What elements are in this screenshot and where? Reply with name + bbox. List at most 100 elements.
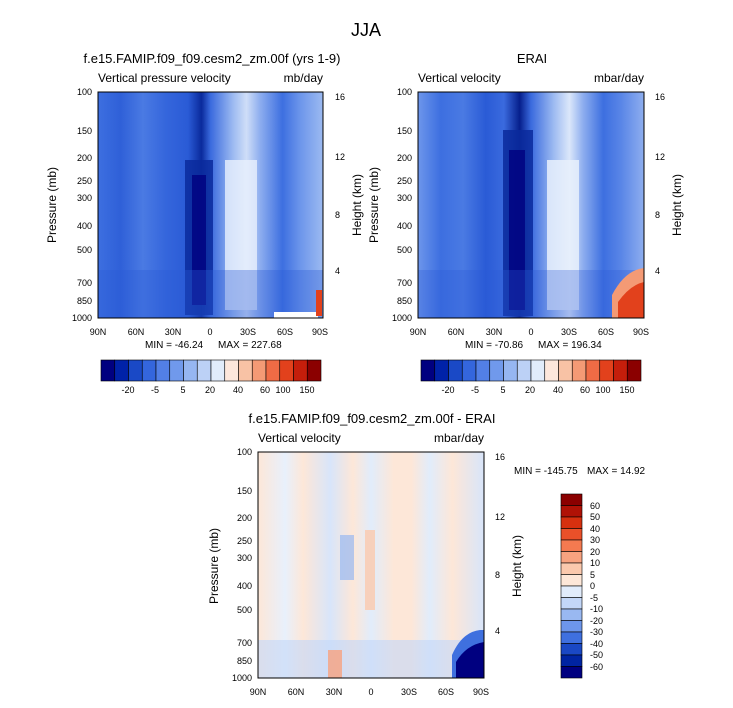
panel-model: f.e15.FAMIP.f09_f09.cesm2_zm.00f (yrs 1-… [45, 51, 364, 395]
colorbar-label: 100 [275, 385, 290, 395]
y-right-tick-label: 16 [335, 92, 345, 102]
colorbar-label: -60 [590, 662, 603, 672]
y-axis-label: Pressure (mb) [367, 167, 381, 243]
y-tick-label: 300 [237, 553, 252, 563]
colorbar-swatch [560, 528, 583, 541]
right-string: mbar/day [594, 71, 644, 85]
y-tick-label: 850 [237, 656, 252, 666]
y-tick-label: 250 [397, 176, 412, 186]
y-tick-label: 700 [237, 638, 252, 648]
colorbar-label: -20 [441, 385, 454, 395]
y-tick-label: 200 [397, 153, 412, 163]
y-axis-label: Pressure (mb) [207, 528, 221, 604]
colorbar-label: 100 [595, 385, 610, 395]
y-tick-label: 100 [237, 447, 252, 457]
plot-area [257, 451, 485, 679]
y-tick-label: 850 [77, 296, 92, 306]
x-tick-label: 0 [207, 327, 212, 337]
colorbar-swatch [306, 359, 322, 382]
field-feature [456, 642, 484, 678]
colorbar-swatch [560, 551, 583, 564]
colorbar-swatch [560, 505, 583, 518]
colorbar-swatch [224, 359, 239, 382]
x-tick-labels: 90N 60N 30N 0 30S 60S 90S [250, 687, 489, 697]
plot-area [97, 91, 324, 319]
colorbar-swatch [560, 620, 583, 633]
y-tick-label: 1000 [232, 673, 252, 683]
x-tick-label: 30N [486, 327, 503, 337]
y-right-tick-label: 4 [335, 266, 340, 276]
x-tick-label: 90N [250, 687, 267, 697]
field-feature [192, 175, 206, 305]
x-tick-label: 60S [438, 687, 454, 697]
colorbar-label: -10 [590, 604, 603, 614]
colorbar-swatch [544, 359, 559, 382]
y-axis-label-right: Height (km) [350, 174, 364, 236]
colorbar-label: 150 [619, 385, 634, 395]
colorbar-swatch [461, 359, 477, 382]
field-feature [316, 290, 322, 316]
colorbar-swatch [560, 539, 583, 552]
colorbar-swatch [503, 359, 518, 382]
field-feature [225, 160, 257, 310]
colorbar-label: 5 [500, 385, 505, 395]
y-tick-label: 400 [77, 221, 92, 231]
panel-erai: ERAI Vertical velocity mbar/day Pressure… [367, 51, 684, 395]
y-right-tick-label: 12 [495, 512, 505, 522]
colorbar-label: 60 [590, 501, 600, 511]
y-tick-label: 500 [237, 605, 252, 615]
colorbar-swatch [599, 359, 614, 382]
colorbar-swatch [560, 643, 583, 656]
colorbar-swatch [475, 359, 491, 382]
colorbar-label: 0 [590, 581, 595, 591]
colorbar-swatch [516, 359, 532, 382]
colorbar-label: -50 [590, 650, 603, 660]
colorbar-label: -30 [590, 627, 603, 637]
colorbar-swatch [560, 562, 583, 575]
colorbar-swatch [169, 359, 184, 382]
max-label: MAX = 196.34 [538, 340, 602, 351]
colorbar-label: 30 [590, 535, 600, 545]
plot-frame [257, 451, 485, 679]
x-tick-label: 30S [240, 327, 256, 337]
y-right-tick-label: 12 [335, 152, 345, 162]
y-tick-label: 700 [77, 278, 92, 288]
y-tick-label: 700 [397, 278, 412, 288]
max-label: MAX = 227.68 [218, 340, 282, 351]
y-tick-label: 1000 [72, 313, 92, 323]
left-string: Vertical velocity [258, 431, 341, 445]
colorbar-swatch [251, 359, 267, 382]
y-tick-label: 150 [77, 126, 92, 136]
y-tick-labels: 100 150 200 250 300 400 500 700 850 1000 [232, 447, 252, 683]
colorbar-swatch [448, 359, 463, 382]
field-feature [274, 312, 318, 318]
x-tick-labels: 90N 60N 30N 0 30S 60S 90S [90, 327, 328, 337]
colorbar-swatch [128, 359, 143, 382]
colorbar-label: 5 [590, 570, 595, 580]
colorbar-swatch [114, 359, 129, 382]
colorbar-label: -20 [121, 385, 134, 395]
field-feature [509, 150, 525, 310]
max-label: MAX = 14.92 [587, 466, 646, 477]
field-feature [618, 282, 644, 318]
y-right-tick-labels: 16 12 8 4 [655, 92, 665, 276]
colorbar-swatch [183, 359, 198, 382]
colorbar-label: 60 [260, 385, 270, 395]
x-tick-label: 90N [90, 327, 107, 337]
colorbar-swatch [560, 597, 583, 610]
colorbar-swatch [571, 359, 587, 382]
x-tick-label: 60N [448, 327, 465, 337]
colorbar-label: -5 [151, 385, 159, 395]
colorbar-labels: -20 -5 5 20 40 60 100 150 [121, 385, 314, 395]
colorbar-label: 20 [590, 547, 600, 557]
colorbar-label: 40 [590, 524, 600, 534]
field-feature [98, 270, 323, 318]
plot-frame [97, 91, 324, 319]
colorbar-swatch [560, 516, 583, 529]
colorbar-label: -20 [590, 616, 603, 626]
colorbar-label: 20 [525, 385, 535, 395]
y-tick-label: 250 [237, 536, 252, 546]
field-feature [547, 160, 579, 310]
colorbar-label: 10 [590, 558, 600, 568]
colorbar-label: 40 [233, 385, 243, 395]
